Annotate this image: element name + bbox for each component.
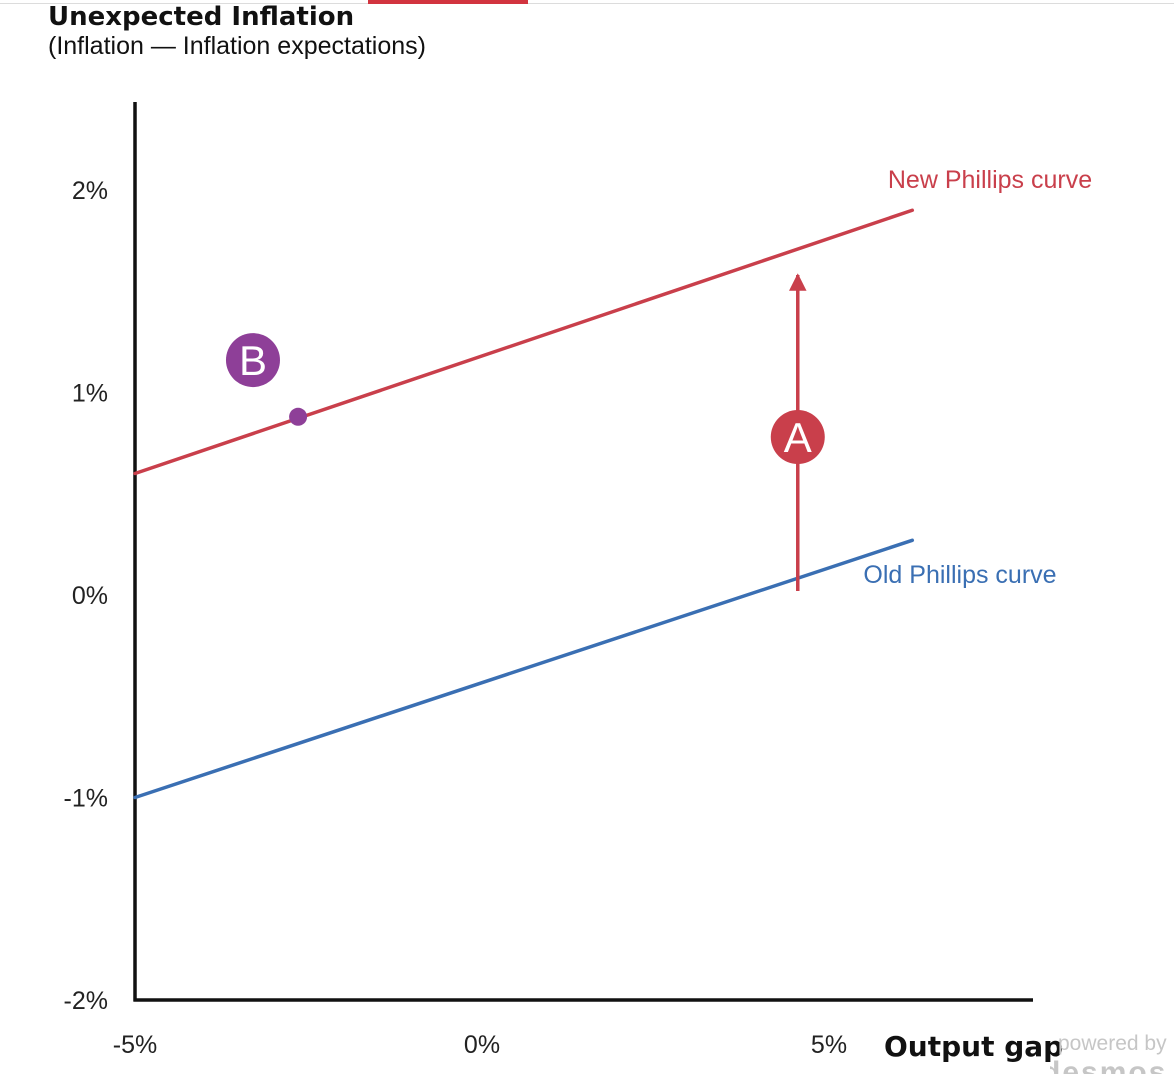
x-tick-label: 0% <box>464 1031 500 1059</box>
x-tick-label: 5% <box>811 1031 847 1059</box>
old-phillips-curve-label: Old Phillips curve <box>863 561 1056 589</box>
y-tick-label: 1% <box>72 380 108 408</box>
y-tick-label: 2% <box>72 177 108 205</box>
y-tick-label: -1% <box>64 785 108 813</box>
point-b-dot <box>289 407 308 426</box>
old-phillips-curve-line <box>133 538 915 800</box>
y-tick-label: -2% <box>64 987 108 1015</box>
y-axis-subtitle: (Inflation — Inflation expectations) <box>48 32 426 60</box>
top-accent-bar <box>368 0 528 4</box>
x-axis-title: Output gap <box>884 1030 1064 1063</box>
badge-a-label: A <box>784 414 812 461</box>
badge-b-circle <box>225 333 280 388</box>
watermark-line-2: desmos <box>1050 1056 1168 1074</box>
watermark-line-1: powered by <box>1058 1032 1167 1055</box>
y-tick-label: 0% <box>72 582 108 610</box>
x-tick-label: -5% <box>113 1031 157 1059</box>
desmos-watermark[interactable]: powered by desmos <box>1050 1030 1174 1074</box>
badge-b-label: B <box>239 337 267 384</box>
top-border <box>0 3 1174 4</box>
y-axis-title: Unexpected Inflation <box>48 2 355 32</box>
new-phillips-curve-line <box>133 208 915 476</box>
new-phillips-curve-label: New Phillips curve <box>888 166 1092 194</box>
badge-a-circle <box>770 410 825 465</box>
